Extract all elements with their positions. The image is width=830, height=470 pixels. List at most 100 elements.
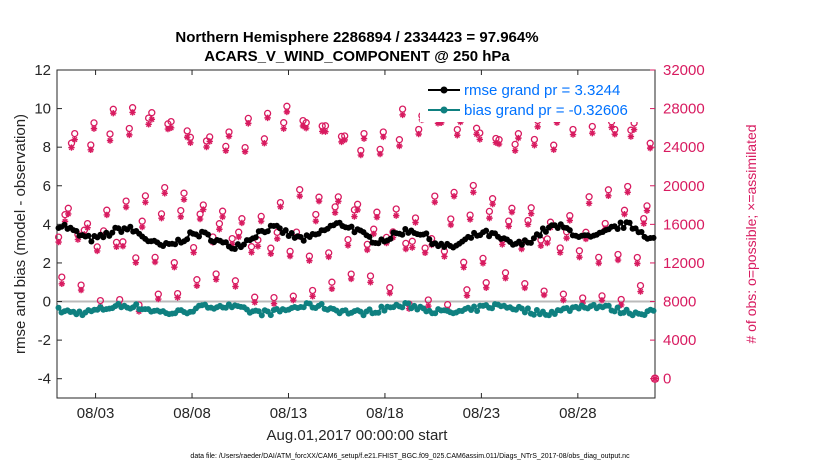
assimilated-obs-point [264,114,271,122]
assimilated-obs-point [618,301,625,309]
rmse-point [483,227,490,234]
rmse-point [650,234,657,241]
assimilated-obs-point [68,144,75,151]
y-right-tick-label: 32000 [663,62,705,79]
rmse-point [222,239,229,246]
assimilated-obs-point [576,253,583,261]
assimilated-obs-point [335,198,342,205]
assimilated-obs-point [315,197,323,205]
legend-rmse-label: rmse grand pr = 3.3244 [464,82,620,99]
assimilated-obs-point [187,139,194,146]
x-tick-label: 08/08 [173,405,211,422]
assimilated-obs-point [415,130,422,138]
assimilated-obs-point [65,210,72,218]
assimilated-obs-point [441,253,448,260]
assimilated-obs-point [132,259,139,266]
x-tick-label: 08/13 [270,405,308,422]
assimilated-obs-point [605,192,612,200]
bias-point [605,302,612,309]
x-tick-label: 08/28 [559,405,597,422]
assimilated-obs-point [203,143,210,151]
assimilated-obs-point [155,295,162,303]
rmse-point [88,238,95,245]
assimilated-obs-point [309,293,316,300]
legend-box [420,78,645,122]
assimilated-obs-point [454,132,461,139]
rmse-point [73,228,80,234]
assimilated-obs-point [193,282,201,289]
assimilated-obs-point [476,136,483,143]
assimilated-obs-point [347,275,355,283]
assimilated-obs-point [71,136,78,143]
plot-area [54,69,660,399]
assimilated-obs-point [560,297,567,304]
y-axis-left: 12 10 8 6 4 2 0 -2 -4 [34,62,62,388]
y-right-tick-label: 8000 [663,294,696,311]
assimilated-obs-point [531,142,538,149]
y-right-tick-label: 0 [663,371,671,388]
assimilated-obs-point [431,198,438,206]
assimilated-obs-point [396,142,403,150]
assimilated-obs-point [312,217,320,225]
y-right-tick-label: 12000 [663,255,705,272]
assimilated-obs-point [241,148,249,155]
y-left-tick-label: 12 [34,62,51,79]
assimilated-obs-point [328,285,336,293]
rmse-point [205,231,211,238]
assimilated-obs-point [257,217,265,225]
rmse-point [518,241,525,248]
rmse-point [288,230,295,236]
assimilated-obs-point [84,224,91,231]
bias-point [300,304,307,311]
rmse-point [276,225,283,232]
rmse-point [638,229,645,235]
assimilated-obs-point [643,207,651,214]
assimilated-obs-point [463,292,471,299]
assimilated-obs-point [158,214,165,222]
bias-point [405,300,412,307]
possible-obs-point [312,210,320,219]
assimilated-obs-point [151,258,159,266]
rmse-point [620,225,627,231]
possible-obs-point [395,136,404,144]
rmse-point [85,232,92,239]
assimilated-obs-point [569,131,577,138]
y-left-tick-label: 10 [34,101,51,118]
rmse-point [566,227,573,234]
rmse-point [542,228,549,235]
assimilated-obs-point [55,238,62,246]
assimilated-obs-point [174,294,181,301]
assimilated-obs-point [148,116,156,123]
assimilated-obs-point [360,135,368,142]
assimilated-obs-point [180,196,188,203]
assimilated-obs-point [608,124,615,131]
assimilated-obs-point [367,279,374,286]
assimilated-obs-point [630,126,638,133]
assimilated-obs-point [341,136,348,144]
assimilated-obs-point [553,119,561,126]
bias-point [375,309,382,316]
assimilated-obs-point [357,151,365,159]
assimilated-obs-point [219,213,226,221]
assimilated-obs-point [556,249,564,256]
y-left-tick-label: 4 [43,216,51,233]
rmse-point [100,234,107,241]
assimilated-obs-point [563,234,570,242]
y-left-tick-label: 0 [43,294,51,311]
possible-obs-point [476,129,484,137]
rmse-point [536,232,543,239]
assimilated-obs-point [87,146,94,154]
assimilated-obs-point [196,215,204,223]
bias-point [530,311,537,318]
assimilated-obs-point [103,211,111,219]
assimilated-obs-point [466,216,474,223]
bias-point [267,312,274,319]
assimilated-obs-point [637,288,644,295]
y-left-tick-label: -4 [38,371,51,388]
y-axis-right-label: # of obs: o=possible; ×=assimilated [743,124,759,343]
bias-point [399,304,406,311]
possible-obs-point [588,122,596,131]
assimilated-obs-point [190,249,197,256]
assimilated-obs-point [614,256,622,264]
assimilated-obs-point [351,213,358,220]
